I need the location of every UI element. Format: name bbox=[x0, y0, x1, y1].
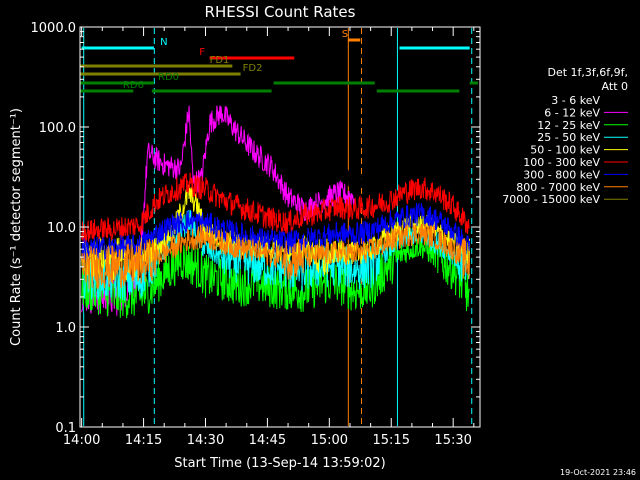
axis-ticks: 1000.0 100.0 10.0 1.0 0.114:00 14:15 14:30 14:4… bbox=[31, 21, 480, 448]
x-tick-label-2: 14:30 bbox=[187, 433, 224, 448]
segment-label-n: N bbox=[160, 37, 167, 48]
segment-label-rd0: RD0 bbox=[158, 72, 179, 83]
legend-entry-2: 12 - 25 keV bbox=[537, 119, 600, 132]
x-axis-label: Start Time (13-Sep-14 13:59:02) bbox=[174, 456, 385, 471]
legend-entry-1: 6 - 12 keV bbox=[544, 106, 600, 119]
x-tick-label-1: 14:15 bbox=[125, 433, 162, 448]
legend-entry-0: 3 - 6 keV bbox=[551, 94, 600, 107]
legend-header-line-2: Att 0 bbox=[602, 80, 628, 93]
legend-entry-6: 300 - 800 keV bbox=[523, 168, 600, 181]
series-line-800-7000kev bbox=[81, 223, 470, 290]
timestamp: 19-Oct-2021 23:46 bbox=[560, 468, 636, 477]
y-tick-label-1: 100.0 bbox=[39, 121, 76, 136]
y-tick-label-3: 1.0 bbox=[55, 321, 76, 336]
legend-entry-3: 25 - 50 keV bbox=[537, 131, 600, 144]
plot-area: N F FD1 FD2 RD0 RD6 S bbox=[80, 28, 478, 426]
x-tick-label-6: 15:30 bbox=[434, 433, 471, 448]
legend-entry-7: 800 - 7000 keV bbox=[516, 181, 600, 194]
legend-header-line-1: Det 1f,3f,6f,9f, bbox=[547, 66, 628, 79]
x-tick-label-3: 14:45 bbox=[249, 433, 286, 448]
segment-label-fd1: FD1 bbox=[210, 55, 230, 66]
series-line-12-25kev bbox=[81, 236, 470, 319]
y-tick-label-2: 10.0 bbox=[47, 221, 76, 236]
y-tick-label-0: 1000.0 bbox=[31, 21, 77, 36]
segment-label-fd2: FD2 bbox=[243, 63, 263, 74]
series-line-300-800kev bbox=[81, 202, 470, 261]
y-tick-label-4: 0.1 bbox=[55, 421, 76, 436]
segment-label-s: S bbox=[342, 29, 348, 40]
legend-entry-5: 100 - 300 keV bbox=[523, 156, 600, 169]
y-axis-label: Count Rate (s⁻¹ detector segment⁻¹) bbox=[9, 108, 24, 346]
x-tick-label-5: 15:15 bbox=[373, 433, 410, 448]
x-tick-label-4: 15:00 bbox=[311, 433, 348, 448]
legend-entry-4: 50 - 100 keV bbox=[530, 144, 600, 157]
legend-entry-8: 7000 - 15000 keV bbox=[502, 193, 600, 206]
series-line-100-300kev bbox=[81, 172, 470, 244]
segment-label-f: F bbox=[199, 47, 205, 58]
x-tick-label-0: 14:00 bbox=[63, 433, 100, 448]
segment-label-rd6: RD6 bbox=[123, 80, 144, 91]
chart-title: RHESSI Count Rates bbox=[205, 3, 356, 21]
